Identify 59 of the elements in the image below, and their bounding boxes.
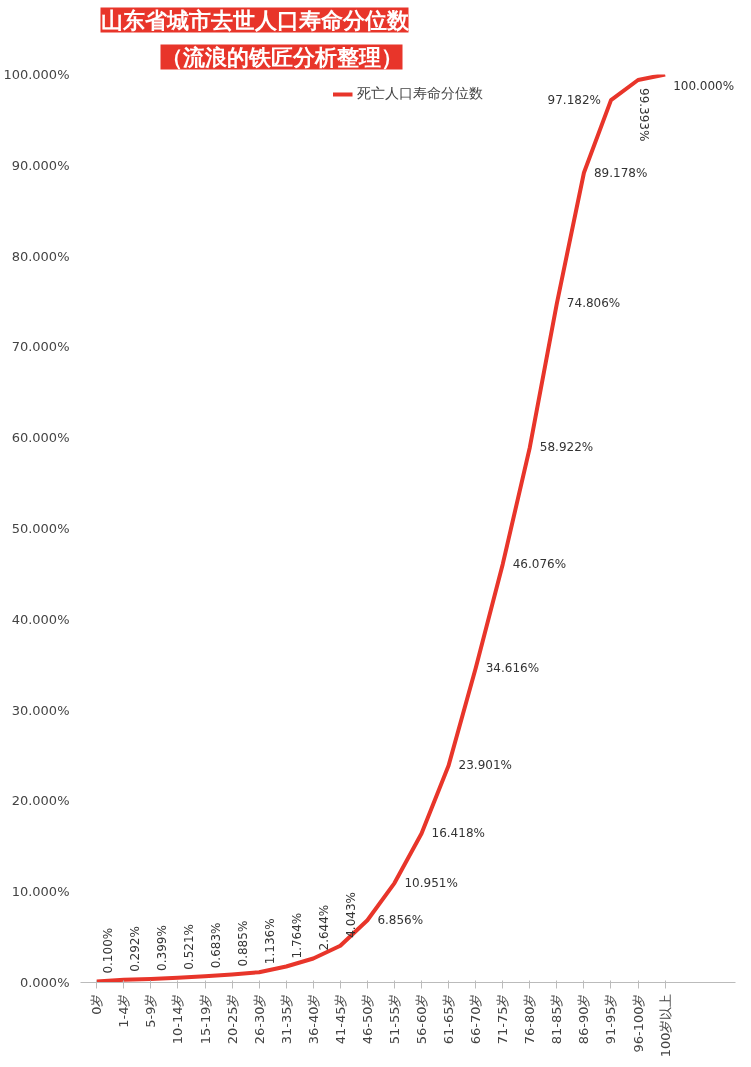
y-tick-label: 50.000% (11, 521, 70, 536)
data-label: 4.043% (344, 892, 359, 938)
y-tick-label: 30.000% (11, 702, 70, 718)
x-tick-label: 91-95岁 (603, 993, 619, 1045)
data-label: 0.521% (181, 924, 196, 970)
line-series (94, 74, 668, 983)
x-tick-label: 46-50岁 (359, 993, 375, 1045)
x-tick-label: 31-35岁 (278, 993, 294, 1045)
y-tick-label: 20.000% (11, 793, 70, 809)
data-label: 0.292% (127, 926, 142, 972)
x-tick-label: 0岁 (89, 993, 105, 1015)
x-tick-label: 15-19岁 (197, 993, 213, 1045)
x-tick-label: 71-75岁 (495, 993, 511, 1045)
legend-label: 死亡人口寿命分位数 (357, 85, 483, 103)
y-tick-label: 40.000% (11, 611, 70, 627)
x-tick-label: 86-90岁 (576, 993, 592, 1045)
data-label: 0.885% (236, 920, 251, 967)
y-tick-label: 0.000% (19, 975, 70, 990)
chart-title: 山东省城市去世人口寿命分位数 (100, 7, 410, 33)
x-tick-label: 20-25岁 (224, 993, 240, 1045)
x-tick-label: 5-9岁 (143, 993, 159, 1028)
x-tick-label: 100岁以上 (657, 993, 673, 1058)
x-tick-label: 66-70岁 (468, 993, 484, 1045)
data-label: 0.100% (100, 927, 115, 974)
x-tick-label: 81-85岁 (549, 993, 565, 1045)
y-tick-label: 100.000% (3, 67, 70, 82)
data-label: 97.182% (547, 93, 601, 108)
data-label: 99.393% (637, 88, 652, 142)
chart-subtitle: （流浪的铁匠分析整理） (160, 44, 403, 70)
data-label: 0.683% (209, 922, 223, 969)
data-label: 16.418% (431, 826, 485, 841)
data-label: 10.951% (404, 876, 458, 891)
x-tick-label: 36-40岁 (305, 993, 321, 1045)
data-label: 89.178% (593, 165, 648, 180)
x-tick-label: 41-45岁 (332, 993, 348, 1045)
y-tick-label: 90.000% (11, 157, 70, 173)
x-tick-label: 61-65岁 (441, 993, 457, 1045)
x-tick-label: 26-30岁 (251, 993, 267, 1045)
x-tick-label: 1-4岁 (116, 993, 132, 1028)
data-label: 58.922% (539, 440, 594, 455)
x-tick-label: 51-55岁 (386, 993, 402, 1045)
data-label: 2.644% (317, 904, 332, 951)
x-tick-label: 10-14岁 (170, 993, 186, 1045)
data-label: 74.806% (566, 296, 621, 311)
x-tick-label: 56-60岁 (414, 993, 430, 1045)
data-label: 1.764% (290, 912, 305, 959)
y-tick-label: 70.000% (11, 339, 70, 355)
x-tick-label: 76-80岁 (522, 993, 538, 1045)
x-tick-label: 96-100岁 (630, 993, 646, 1053)
data-label: 46.076% (512, 557, 567, 572)
y-tick-label: 60.000% (11, 430, 70, 446)
data-label: 1.136% (263, 918, 278, 965)
data-label: 100.000% (673, 78, 735, 93)
y-tick-label: 80.000% (11, 248, 70, 264)
data-label: 6.856% (377, 913, 424, 928)
data-label: 23.901% (458, 758, 512, 773)
data-label: 0.399% (154, 925, 169, 971)
y-tick-label: 10.000% (11, 884, 70, 900)
data-label: 34.616% (485, 661, 540, 676)
